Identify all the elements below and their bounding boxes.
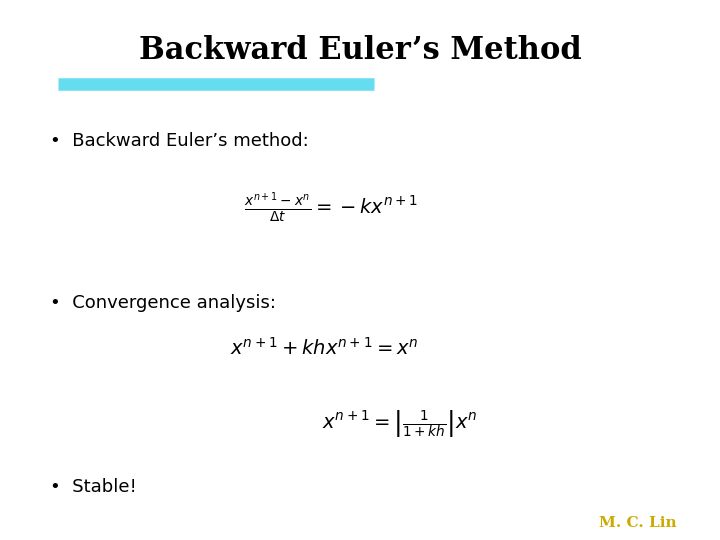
Text: Backward Euler’s Method: Backward Euler’s Method [139, 35, 581, 66]
Text: $x^{n+1} + khx^{n+1} = x^{n}$: $x^{n+1} + khx^{n+1} = x^{n}$ [230, 338, 418, 359]
Text: •  Backward Euler’s method:: • Backward Euler’s method: [50, 132, 309, 150]
Text: $\frac{x^{n+1} - x^{n}}{\Delta t} = -kx^{n+1}$: $\frac{x^{n+1} - x^{n}}{\Delta t} = -kx^… [244, 191, 418, 225]
Text: •  Convergence analysis:: • Convergence analysis: [50, 294, 276, 312]
Text: •  Stable!: • Stable! [50, 478, 137, 496]
Text: M. C. Lin: M. C. Lin [599, 516, 677, 530]
Text: $x^{n+1} = \left|\frac{1}{1+kh}\right|x^{n}$: $x^{n+1} = \left|\frac{1}{1+kh}\right|x^… [322, 408, 477, 440]
